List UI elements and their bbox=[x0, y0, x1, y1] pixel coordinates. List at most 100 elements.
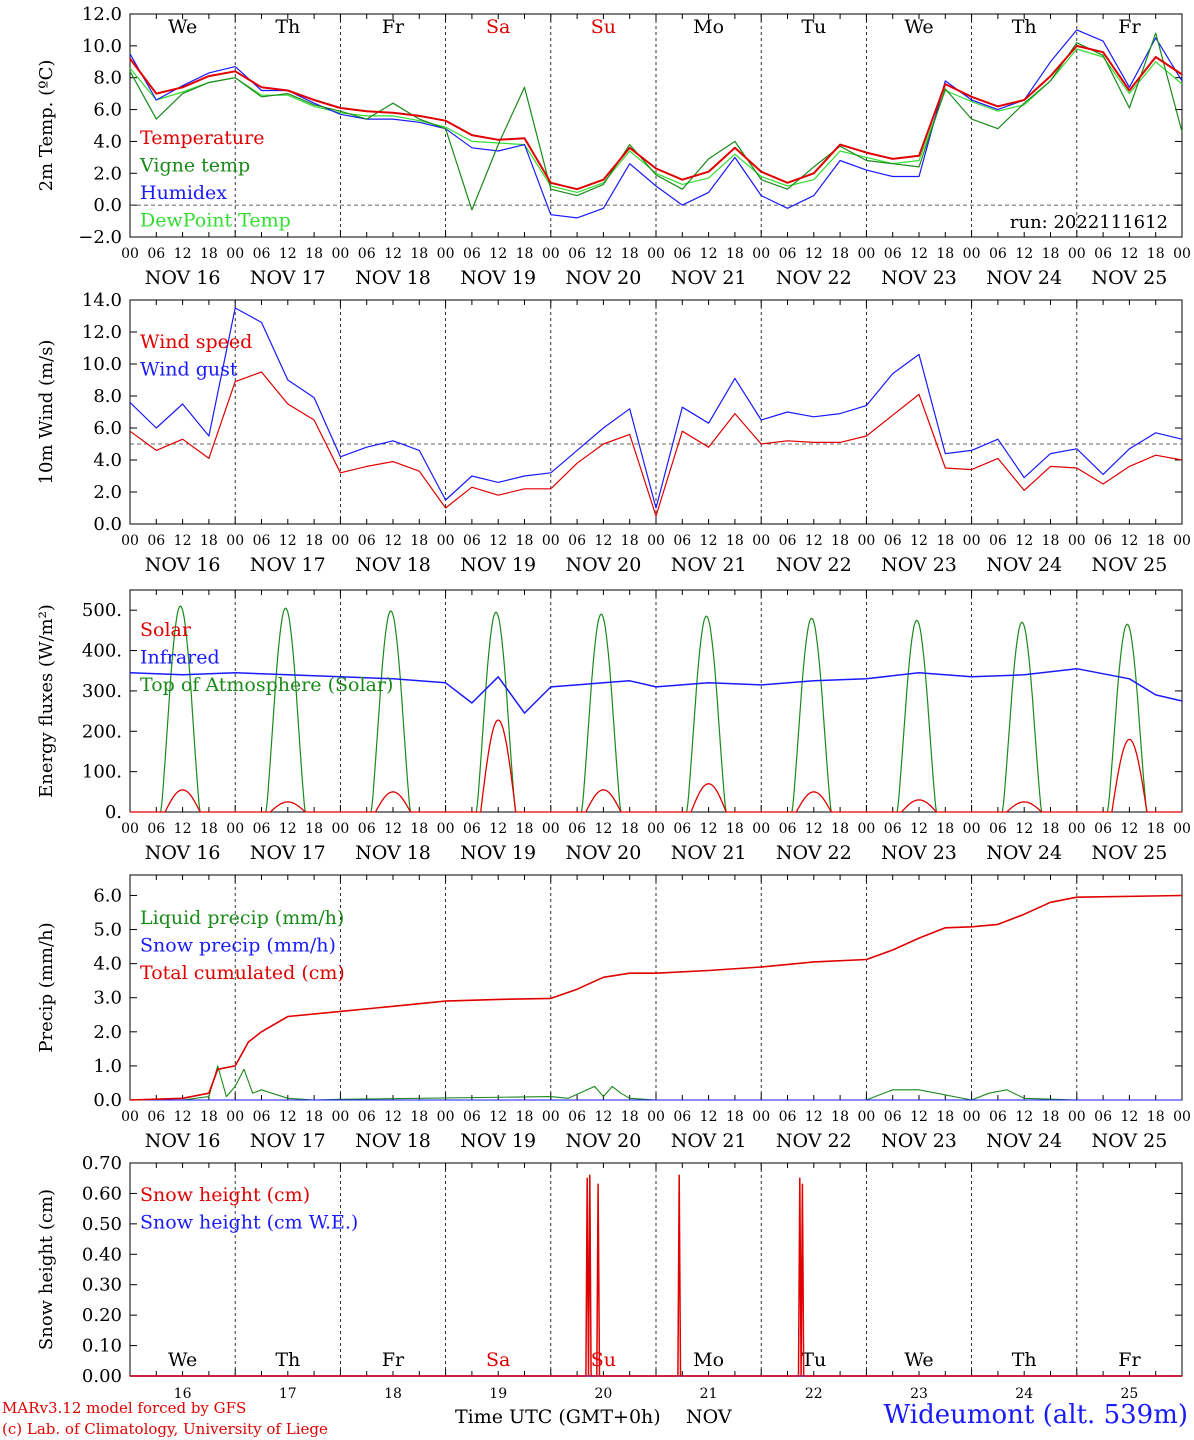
hour-tick-label: 12 bbox=[174, 246, 192, 262]
hour-tick-label: 12 bbox=[384, 821, 402, 837]
hour-tick-label: 06 bbox=[989, 246, 1007, 262]
hour-tick-label: 06 bbox=[779, 1109, 797, 1125]
date-label: NOV 23 bbox=[881, 554, 957, 576]
date-label: NOV 24 bbox=[986, 554, 1062, 576]
day-number-label: 16 bbox=[174, 1386, 192, 1402]
date-label: NOV 19 bbox=[460, 842, 536, 864]
day-number-label: 23 bbox=[910, 1386, 928, 1402]
weekday-label: Th bbox=[275, 1349, 300, 1371]
hour-tick-label: 18 bbox=[621, 1109, 639, 1125]
hour-tick-label: 00 bbox=[1068, 1109, 1086, 1125]
date-label: NOV 23 bbox=[881, 842, 957, 864]
hour-tick-label: 06 bbox=[253, 246, 271, 262]
y-tick-label: 0.40 bbox=[82, 1244, 122, 1265]
series-line-humidex bbox=[129, 29, 1183, 219]
hour-tick-label: 00 bbox=[226, 246, 244, 262]
hour-tick-label: 12 bbox=[174, 533, 192, 549]
hour-tick-label: 00 bbox=[331, 1109, 349, 1125]
hour-tick-label: 00 bbox=[437, 1109, 455, 1125]
hour-tick-label: 00 bbox=[121, 246, 139, 262]
y-axis-title: Snow height (cm) bbox=[36, 1189, 57, 1350]
hour-tick-label: 00 bbox=[542, 533, 560, 549]
hour-tick-label: 06 bbox=[673, 533, 691, 549]
hour-tick-label: 12 bbox=[1120, 821, 1138, 837]
hour-tick-label: 18 bbox=[936, 246, 954, 262]
hour-tick-label: 18 bbox=[726, 1109, 744, 1125]
hour-tick-label: 00 bbox=[331, 821, 349, 837]
hour-tick-label: 06 bbox=[884, 821, 902, 837]
hour-tick-label: 00 bbox=[647, 821, 665, 837]
hour-tick-label: 12 bbox=[489, 533, 507, 549]
date-label: NOV 22 bbox=[776, 842, 852, 864]
hour-tick-label: 06 bbox=[463, 246, 481, 262]
toa-solar-arch bbox=[896, 619, 938, 813]
weekday-label: Tu bbox=[801, 1349, 826, 1371]
toa-solar-arch bbox=[791, 617, 832, 813]
weekday-label: We bbox=[168, 1349, 197, 1371]
month-label: NOV bbox=[686, 1406, 732, 1428]
hour-tick-label: 12 bbox=[279, 1109, 297, 1125]
y-axis-title: 2m Temp. (ºC) bbox=[36, 60, 57, 192]
hour-tick-label: 12 bbox=[805, 533, 823, 549]
hour-tick-label: 12 bbox=[594, 533, 612, 549]
day-number-label: 25 bbox=[1120, 1386, 1138, 1402]
day-number-label: 24 bbox=[1015, 1386, 1033, 1402]
y-tick-label: 0.0 bbox=[93, 195, 122, 216]
hour-tick-label: 18 bbox=[726, 533, 744, 549]
date-label: NOV 22 bbox=[776, 267, 852, 289]
y-tick-label: 0.70 bbox=[82, 1153, 122, 1174]
hour-tick-label: 00 bbox=[121, 821, 139, 837]
y-tick-label: 4.0 bbox=[93, 954, 122, 975]
toa-solar-arch bbox=[265, 607, 306, 813]
hour-tick-label: 06 bbox=[1094, 246, 1112, 262]
y-tick-label: −2.0 bbox=[78, 227, 122, 248]
model-credit: MARv3.12 model forced by GFS bbox=[2, 1399, 247, 1417]
y-tick-label: 8.0 bbox=[93, 68, 122, 89]
hour-tick-label: 06 bbox=[253, 1109, 271, 1125]
legend-dewpoint-temp: DewPoint Temp bbox=[140, 210, 291, 232]
hour-tick-label: 06 bbox=[1094, 1109, 1112, 1125]
hour-tick-label: 00 bbox=[121, 1109, 139, 1125]
series-line-infrared bbox=[129, 667, 1183, 714]
hour-tick-label: 12 bbox=[1015, 533, 1033, 549]
date-label: NOV 17 bbox=[250, 1130, 326, 1152]
hour-tick-label: 18 bbox=[831, 246, 849, 262]
weekday-label: Su bbox=[591, 16, 616, 38]
hour-tick-label: 12 bbox=[384, 533, 402, 549]
hour-tick-label: 18 bbox=[410, 533, 428, 549]
weekday-label: Th bbox=[1012, 1349, 1037, 1371]
y-tick-label: 0.20 bbox=[82, 1305, 122, 1326]
toa-solar-arch bbox=[160, 605, 201, 813]
date-label: NOV 21 bbox=[671, 267, 747, 289]
y-tick-label: 6.0 bbox=[93, 885, 122, 906]
date-label: NOV 18 bbox=[355, 554, 431, 576]
date-label: NOV 20 bbox=[565, 842, 641, 864]
hour-tick-label: 06 bbox=[358, 533, 376, 549]
legend-humidex: Humidex bbox=[140, 182, 227, 204]
series-line-wind-gust bbox=[129, 307, 1183, 509]
day-number-label: 20 bbox=[594, 1386, 612, 1402]
hour-tick-label: 12 bbox=[700, 246, 718, 262]
hour-tick-label: 06 bbox=[253, 533, 271, 549]
hour-tick-label: 12 bbox=[1015, 246, 1033, 262]
hour-tick-label: 12 bbox=[700, 821, 718, 837]
hour-tick-label: 00 bbox=[542, 1109, 560, 1125]
weekday-label: We bbox=[904, 1349, 933, 1371]
hour-tick-label: 06 bbox=[568, 533, 586, 549]
hour-tick-label: 12 bbox=[1120, 246, 1138, 262]
hour-tick-label: 00 bbox=[1173, 533, 1191, 549]
y-tick-label: 12.0 bbox=[82, 322, 122, 343]
y-tick-label: 0.00 bbox=[82, 1366, 122, 1387]
hour-tick-label: 06 bbox=[1094, 533, 1112, 549]
date-label: NOV 20 bbox=[565, 554, 641, 576]
hour-tick-label: 12 bbox=[805, 1109, 823, 1125]
hour-tick-label: 06 bbox=[989, 533, 1007, 549]
weekday-label: Mo bbox=[693, 16, 724, 38]
hour-tick-label: 18 bbox=[516, 821, 534, 837]
hour-tick-label: 00 bbox=[963, 821, 981, 837]
hour-tick-label: 12 bbox=[910, 246, 928, 262]
hour-tick-label: 12 bbox=[1120, 1109, 1138, 1125]
date-label: NOV 23 bbox=[881, 267, 957, 289]
y-axis-title: Energy fluxes (W/m²) bbox=[36, 604, 57, 798]
